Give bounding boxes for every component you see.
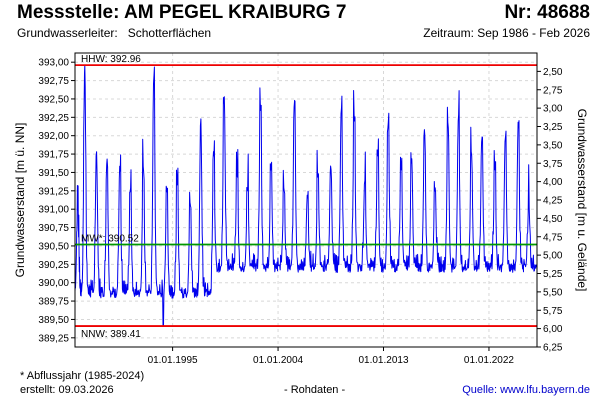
y-tick-label: 389,75 [38,297,69,308]
y2-tick-label: 2,75 [543,85,563,96]
y-axis-right: 2,50 2,75 3,00 3,25 3,50 3,75 4,00 4,25 4,50 4,75… [537,67,563,354]
footnote: * Abflussjahr (1985-2024) [20,370,145,382]
reference-lines: HHW: 392.96 MW*: 390.52 NNW: 389.41 [75,54,537,340]
ref-label-hhw: HHW: 392.96 [81,54,141,65]
created-date: erstellt: 09.03.2026 [20,384,114,396]
y-tick-label: 390,25 [38,260,69,271]
y-axis-left: 389,25 389,50 389,75 390,00 390,25 390,50 390,… [38,58,75,344]
y-tick-label: 390,75 [38,223,69,234]
x-tick-label: 01.01.2004 [253,355,303,366]
y-tick-label: 389,50 [38,315,69,326]
y-tick-label: 390,00 [38,278,69,289]
y2-axis-title: Grundwasserstand [m u. Gelände] [575,109,589,292]
y2-tick-label: 4,25 [543,196,563,207]
y2-tick-label: 5,00 [543,251,563,262]
y2-tick-label: 5,25 [543,269,563,280]
y-tick-label: 391,00 [38,205,69,216]
y-tick-label: 391,25 [38,186,69,197]
y-tick-label: 391,75 [38,150,69,161]
page-title: Messstelle: AM PEGEL KRAIBURG 7 [17,2,347,23]
x-axis: 01.01.1995 01.01.2004 01.01.2013 01.01.2022 [148,347,514,366]
aquifer-label: Grundwasserleiter: [17,26,118,40]
y-tick-label: 392,25 [38,113,69,124]
series-group [74,64,538,327]
period-label: Zeitraum: Sep 1986 - Feb 2026 [423,26,590,40]
y-tick-label: 389,25 [38,333,69,344]
y2-tick-label: 4,50 [543,214,563,225]
y-tick-label: 393,00 [38,58,69,69]
source-link[interactable]: Quelle: www.lfu.bayern.de [462,384,590,396]
y2-tick-label: 4,75 [543,232,563,243]
y2-tick-label: 6,25 [543,343,563,354]
y-tick-label: 391,50 [38,168,69,179]
y2-tick-label: 3,75 [543,159,563,170]
x-tick-label: 01.01.2013 [358,355,408,366]
ref-label-mw: MW*: 390.52 [81,233,139,244]
y2-tick-label: 6,00 [543,324,563,335]
aquifer-value: Schotterflächen [127,26,212,40]
ref-label-nnw: NNW: 389.41 [81,329,141,340]
series-line [74,64,538,327]
y-tick-label: 392,50 [38,94,69,105]
y2-tick-label: 4,00 [543,177,563,188]
y2-tick-label: 3,25 [543,122,563,133]
y-axis-title: Grundwasserstand [m ü. NN] [13,123,27,278]
x-tick-label: 01.01.1995 [148,355,198,366]
y2-tick-label: 3,00 [543,104,563,115]
x-tick-label: 01.01.2022 [464,355,514,366]
data-type-label: - Rohdaten - [284,384,346,396]
plot-frame [74,52,538,348]
aquifer-info: Grundwasserleiter: Schotterflächen [17,26,211,40]
y2-tick-label: 5,50 [543,287,563,298]
station-number: Nr: 48688 [504,2,590,23]
y2-tick-label: 3,50 [543,140,563,151]
y-tick-label: 392,00 [38,131,69,142]
y-tick-label: 392,75 [38,76,69,87]
y2-tick-label: 2,50 [543,67,563,78]
y2-tick-label: 5,75 [543,306,563,317]
y-tick-label: 390,50 [38,241,69,252]
